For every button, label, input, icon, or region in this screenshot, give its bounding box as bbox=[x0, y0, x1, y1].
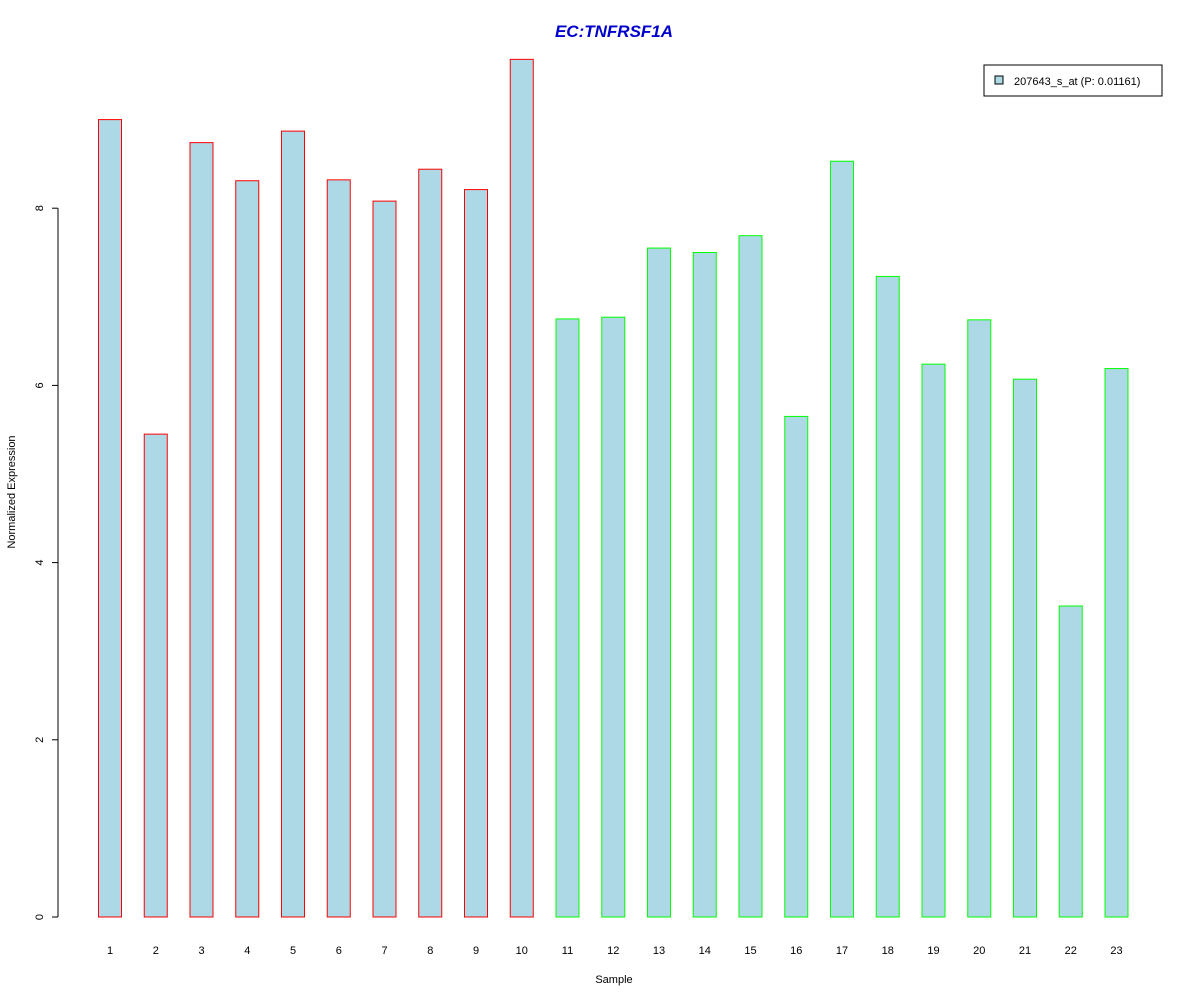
y-axis: 0 2 4 6 8 bbox=[34, 205, 59, 920]
x-axis-tick-label: 9 bbox=[473, 945, 479, 957]
x-axis-tick-label: 17 bbox=[836, 945, 848, 957]
y-axis-label: Normalized Expression bbox=[6, 435, 18, 548]
x-axis-tick-label: 6 bbox=[336, 945, 342, 957]
y-axis-tick-label: 2 bbox=[34, 737, 46, 743]
bar-sample-10 bbox=[509, 58, 534, 918]
bar-sample-7 bbox=[372, 200, 397, 918]
x-axis-tick-label: 12 bbox=[607, 945, 619, 957]
bars bbox=[98, 58, 1129, 918]
bar-sample-19 bbox=[921, 363, 946, 918]
bar-sample-9 bbox=[464, 189, 488, 918]
x-axis-tick-label: 18 bbox=[882, 945, 894, 957]
bar-sample-23 bbox=[1104, 368, 1129, 918]
x-axis-tick-label: 1 bbox=[107, 945, 113, 957]
bar-sample-5 bbox=[281, 130, 305, 918]
bar-sample-20 bbox=[967, 319, 992, 918]
bar-sample-16 bbox=[784, 415, 809, 918]
chart-title: EC:TNFRSF1A bbox=[555, 22, 673, 41]
x-axis-tick-label: 2 bbox=[153, 945, 159, 957]
x-axis-tick-label: 20 bbox=[973, 945, 985, 957]
x-axis-tick-label: 21 bbox=[1019, 945, 1031, 957]
legend-swatch bbox=[994, 75, 1004, 85]
x-axis-tick-label: 14 bbox=[699, 945, 711, 957]
y-axis-tick-label: 8 bbox=[34, 205, 46, 211]
y-axis-tick-label: 0 bbox=[34, 914, 46, 920]
legend: 207643_s_at (P: 0.01161) bbox=[983, 64, 1163, 97]
bar-sample-1 bbox=[98, 119, 122, 918]
x-axis-tick-labels: 1 2 3 4 5 6 7 8 9 10 11 12 13 14 15 16 17 18 19 20 21 22 23 bbox=[107, 945, 1123, 957]
bar-sample-4 bbox=[235, 180, 260, 918]
x-axis-label: Sample bbox=[595, 974, 632, 986]
bar-sample-12 bbox=[601, 316, 626, 918]
x-axis-tick-label: 7 bbox=[381, 945, 387, 957]
bar-sample-21 bbox=[1013, 378, 1037, 918]
x-axis-tick-label: 5 bbox=[290, 945, 296, 957]
y-axis-tick-label: 4 bbox=[34, 560, 46, 566]
bar-sample-17 bbox=[830, 160, 854, 918]
x-axis-tick-label: 19 bbox=[927, 945, 939, 957]
bar-sample-11 bbox=[555, 318, 580, 918]
x-axis-tick-label: 4 bbox=[244, 945, 250, 957]
x-axis-tick-label: 13 bbox=[653, 945, 665, 957]
y-axis-tick-label: 6 bbox=[34, 382, 46, 388]
bar-sample-6 bbox=[326, 179, 351, 918]
bar-sample-8 bbox=[418, 168, 443, 918]
x-axis-tick-label: 16 bbox=[790, 945, 802, 957]
bar-sample-13 bbox=[647, 247, 671, 918]
bar-sample-22 bbox=[1058, 605, 1083, 918]
legend-box bbox=[983, 64, 1163, 97]
x-axis-tick-label: 22 bbox=[1065, 945, 1077, 957]
bar-sample-2 bbox=[143, 433, 168, 918]
x-axis-tick-label: 23 bbox=[1110, 945, 1122, 957]
x-axis-tick-label: 15 bbox=[744, 945, 756, 957]
x-axis-tick-label: 10 bbox=[516, 945, 528, 957]
bar-sample-14 bbox=[692, 252, 717, 918]
x-axis-tick-label: 11 bbox=[562, 945, 573, 957]
legend-label: 207643_s_at (P: 0.01161) bbox=[1014, 76, 1140, 88]
bar-sample-15 bbox=[738, 235, 763, 918]
x-axis-tick-label: 8 bbox=[427, 945, 433, 957]
bar-sample-3 bbox=[189, 142, 214, 918]
bar-sample-18 bbox=[875, 275, 900, 918]
x-axis-tick-label: 3 bbox=[198, 945, 204, 957]
